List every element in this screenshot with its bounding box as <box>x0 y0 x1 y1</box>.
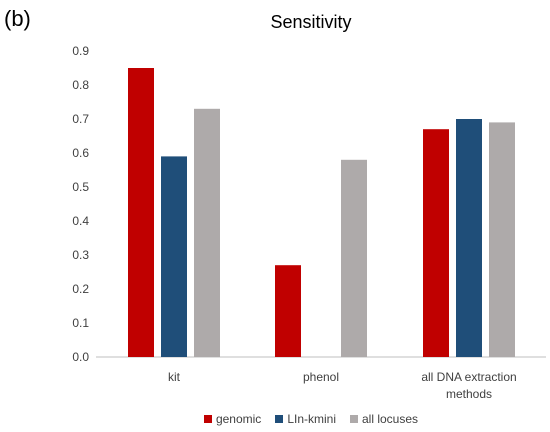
bar-all-locuses <box>489 122 515 358</box>
y-tick-label: 0.5 <box>72 180 89 194</box>
category-label-line: kit <box>168 370 181 384</box>
y-tick-label: 0.0 <box>72 350 89 364</box>
y-tick-label: 0.7 <box>72 112 89 126</box>
y-axis-ticks: 0.0 0.1 0.2 0.3 0.4 0.5 0.6 0.7 0.8 0.9 <box>72 44 89 364</box>
bar-lin-kmini <box>456 119 482 357</box>
legend-item: genomic <box>203 412 262 426</box>
category-label-line: phenol <box>303 370 339 384</box>
legend-swatch <box>350 415 358 423</box>
legend-label: LIn-kmini <box>287 412 336 426</box>
bar-genomic <box>128 68 154 357</box>
bar-genomic <box>423 129 449 357</box>
category-label: phenol <box>303 370 339 384</box>
category-label: all DNA extraction methods <box>421 370 516 401</box>
legend: genomic LIn-kmini all locuses <box>0 412 550 426</box>
y-tick-label: 0.3 <box>72 248 89 262</box>
bar-lin-kmini <box>161 156 187 357</box>
legend-swatch <box>203 415 212 423</box>
y-tick-label: 0.2 <box>72 282 89 296</box>
y-tick-label: 0.9 <box>72 44 89 58</box>
y-tick-label: 0.6 <box>72 146 89 160</box>
category-label: kit <box>168 370 181 384</box>
bar-genomic <box>275 265 301 357</box>
bar-all-locuses <box>194 108 220 357</box>
chart-title: Sensitivity <box>270 12 352 32</box>
legend-label: all locuses <box>362 412 419 426</box>
y-tick-label: 0.8 <box>72 78 89 92</box>
category-labels: kit phenol all DNA extraction methods <box>168 370 517 401</box>
legend-label: genomic <box>215 412 262 426</box>
panel-label: (b) <box>4 6 31 31</box>
legend-item: all locuses <box>350 412 418 426</box>
bar-all-locuses <box>341 159 367 357</box>
bars <box>128 68 515 358</box>
y-tick-label: 0.4 <box>72 214 89 228</box>
legend-swatch <box>275 415 284 423</box>
legend-item: LIn-kmini <box>275 412 336 426</box>
y-tick-label: 0.1 <box>72 316 89 330</box>
category-label-line: all DNA extraction <box>421 370 516 384</box>
category-label-line: methods <box>446 387 492 401</box>
